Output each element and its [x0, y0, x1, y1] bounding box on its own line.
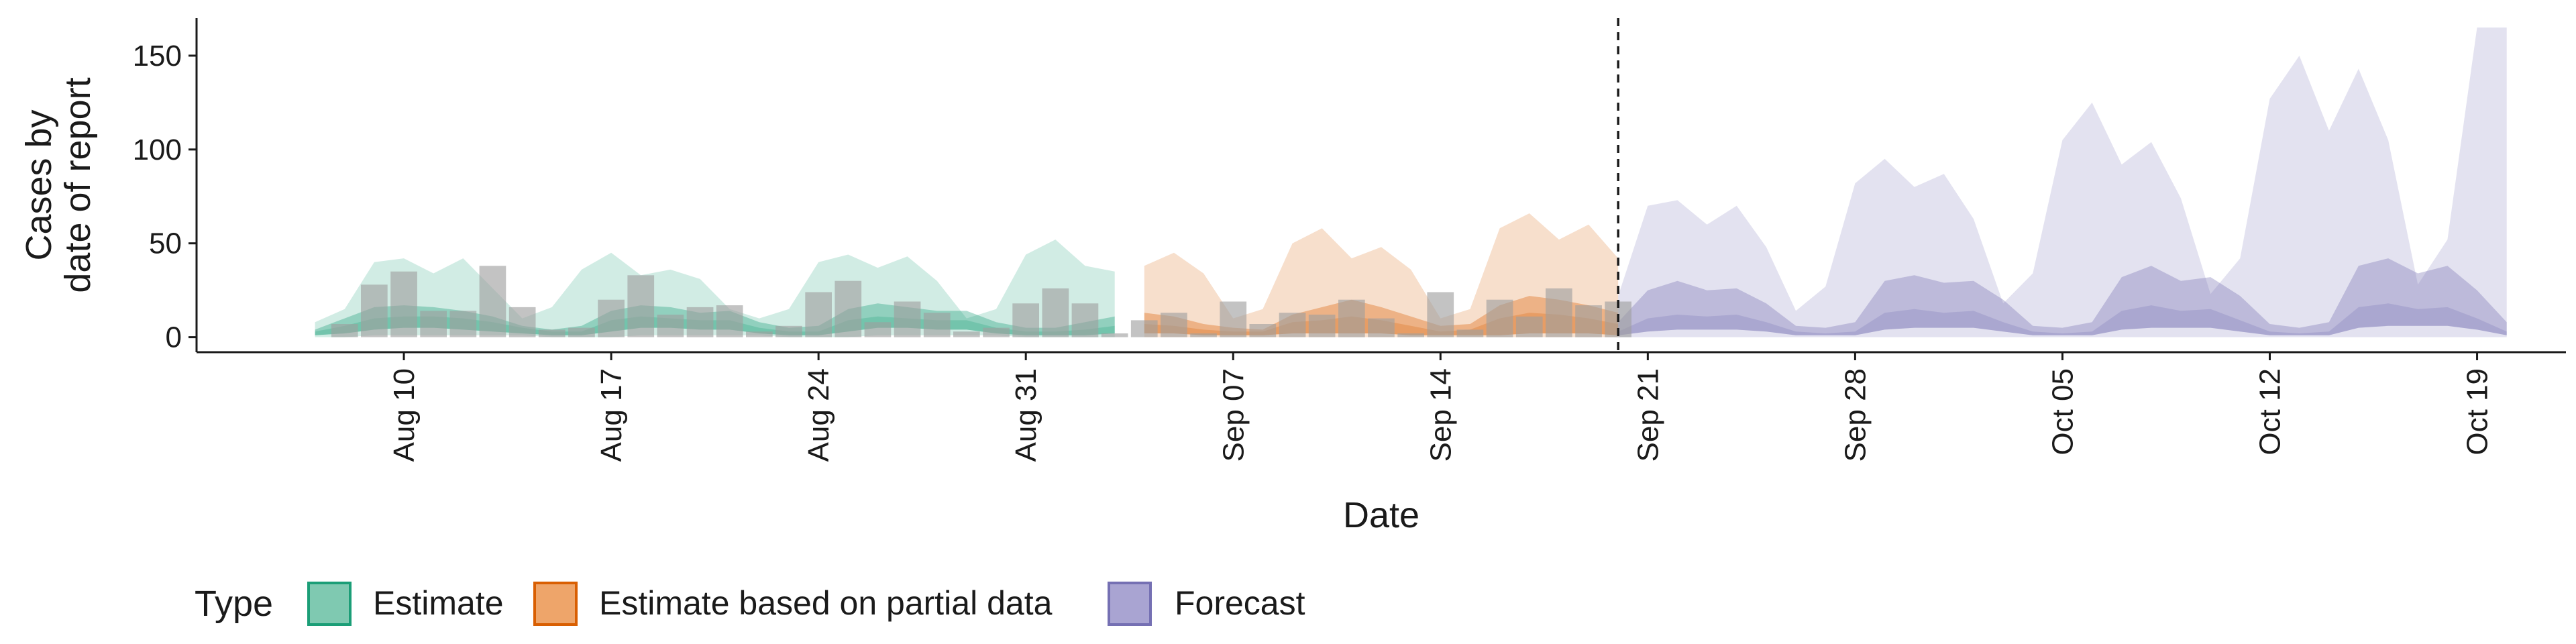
forecast-band-50: [1618, 258, 2507, 335]
case-bar: [1012, 303, 1039, 337]
case-bar: [1338, 299, 1365, 337]
case-bar: [1042, 288, 1069, 337]
legend-title: Type: [195, 584, 273, 624]
y-tick-label: 50: [149, 227, 182, 260]
case-bar: [331, 324, 358, 337]
case-bar: [953, 331, 980, 337]
case-bar: [1279, 313, 1306, 337]
case-bar: [1308, 315, 1336, 337]
case-bar: [1101, 333, 1128, 337]
case-bar: [1397, 333, 1424, 337]
case-bar: [716, 305, 743, 337]
x-tick-label: Oct 05: [2046, 368, 2079, 455]
case-bar: [568, 327, 595, 337]
case-bar: [1161, 313, 1187, 337]
legend-label: Forecast: [1175, 584, 1305, 622]
legend: Type Estimate Estimate based on partial da…: [195, 582, 1305, 626]
x-tick-label: Sep 14: [1424, 368, 1457, 462]
y-tick-label: 100: [133, 133, 182, 166]
x-axis-title: Date: [1343, 495, 1419, 535]
case-bar: [923, 313, 951, 337]
case-bar: [420, 311, 447, 337]
legend-key: [533, 582, 578, 626]
x-tick-label: Aug 24: [802, 368, 835, 462]
y-tick-label: 150: [133, 40, 182, 72]
case-bar: [835, 280, 862, 337]
case-bar: [864, 322, 892, 337]
legend-key: [307, 582, 352, 626]
legend-label: Estimate based on partial data: [599, 584, 1053, 622]
legend-label: Estimate: [373, 584, 504, 622]
case-bar: [361, 284, 388, 337]
y-axis-title-line: Cases by: [19, 109, 59, 260]
case-bar: [508, 307, 536, 337]
y-axis-title: Cases bydate of report: [19, 77, 98, 292]
y-axis-title-line: date of report: [58, 77, 98, 292]
x-tick-label: Aug 10: [388, 368, 421, 462]
case-bar: [479, 266, 506, 337]
case-bar: [1190, 333, 1217, 337]
x-tick-label: Sep 28: [1839, 368, 1872, 462]
case-bar: [1249, 324, 1277, 337]
x-tick-label: Aug 17: [595, 368, 628, 462]
case-bar: [686, 307, 714, 337]
case-bar: [1575, 305, 1602, 337]
case-bar: [775, 325, 802, 337]
x-tick-label: Aug 31: [1010, 368, 1042, 462]
case-bar: [449, 311, 477, 337]
forecast-band-90: [1618, 28, 2507, 337]
case-bar: [657, 315, 684, 337]
legend-key: [1108, 582, 1152, 626]
case-bar: [390, 271, 417, 337]
case-bar: [983, 327, 1010, 337]
case-bar: [627, 275, 655, 337]
plot-area: [315, 18, 2507, 352]
case-bar: [1427, 292, 1454, 337]
case-bar: [1130, 320, 1158, 337]
case-bar: [894, 301, 921, 337]
case-bar: [538, 329, 566, 337]
case-bar: [1486, 299, 1513, 337]
case-bar: [746, 331, 773, 337]
x-tick-label: Sep 07: [1217, 368, 1250, 462]
case-bar: [805, 292, 832, 337]
case-bar: [598, 299, 625, 337]
x-tick-label: Sep 21: [1631, 368, 1664, 462]
x-tick-label: Oct 12: [2254, 368, 2287, 455]
case-bar: [1546, 288, 1572, 337]
case-bar: [1220, 301, 1247, 337]
axes: 0 50 100 150 Aug 10 Aug 17 Aug 24 Aug 31 Sep 07 S…: [19, 18, 2566, 535]
case-bar: [1071, 303, 1099, 337]
case-bar: [1368, 318, 1395, 337]
x-tick-label: Oct 19: [2461, 368, 2494, 455]
case-bar: [1515, 316, 1543, 337]
case-bar: [1456, 329, 1484, 337]
y-tick-label: 0: [166, 321, 182, 354]
